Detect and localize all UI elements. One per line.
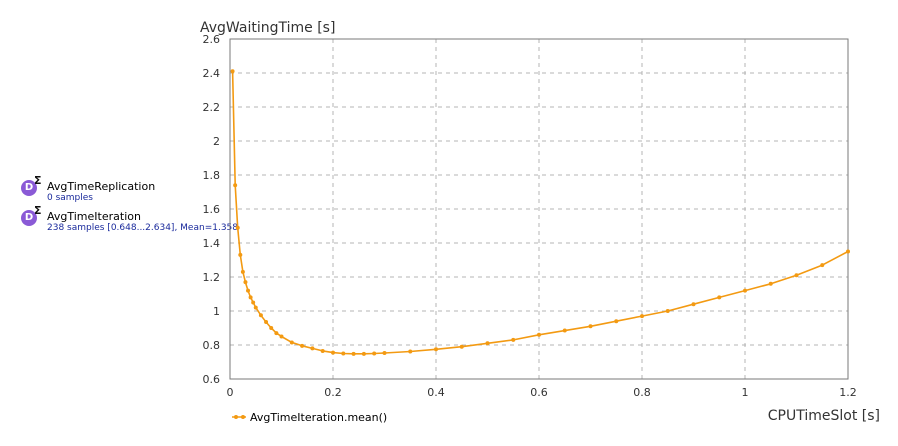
data-point bbox=[768, 281, 773, 286]
data-point bbox=[588, 324, 593, 329]
data-point bbox=[665, 309, 670, 313]
data-point bbox=[248, 295, 253, 300]
legend-marker bbox=[234, 415, 238, 419]
dataset-name: AvgTimeReplication bbox=[47, 180, 156, 193]
data-point bbox=[820, 263, 825, 268]
data-point bbox=[264, 320, 269, 325]
data-point bbox=[279, 334, 284, 339]
data-point bbox=[846, 249, 850, 254]
y-tick-label: 1.8 bbox=[203, 169, 221, 182]
y-tick-label: 0.6 bbox=[203, 373, 221, 386]
data-point bbox=[300, 343, 305, 348]
data-point bbox=[351, 351, 356, 356]
data-point bbox=[372, 351, 377, 356]
data-point bbox=[320, 348, 325, 353]
x-tick-label: 1 bbox=[742, 386, 749, 399]
y-tick-label: 0.8 bbox=[203, 339, 221, 352]
data-point bbox=[794, 273, 799, 278]
data-point bbox=[253, 305, 258, 310]
x-axis-title: CPUTimeSlot [s] bbox=[768, 408, 880, 424]
legend-marker bbox=[241, 415, 245, 419]
data-point bbox=[382, 350, 387, 355]
dataset-info: 238 samples [0.648...2.634], Mean=1.358 bbox=[47, 223, 238, 233]
legend[interactable]: AvgTimeIteration.mean() bbox=[232, 411, 387, 424]
data-point bbox=[251, 300, 256, 305]
data-point bbox=[691, 302, 696, 307]
data-point bbox=[233, 183, 238, 188]
data-point bbox=[408, 349, 413, 354]
y-tick-label: 1.4 bbox=[203, 237, 221, 250]
data-point bbox=[434, 347, 438, 352]
grid bbox=[230, 39, 848, 379]
y-tick-label: 1.2 bbox=[203, 271, 221, 284]
series-line bbox=[231, 71, 849, 355]
data-point bbox=[640, 314, 644, 319]
x-tick-label: 0.4 bbox=[427, 386, 445, 399]
data-point bbox=[258, 313, 263, 318]
data-point bbox=[614, 319, 619, 324]
x-axis-ticks: 0 0.2 0.4 0.6 0.8 1 1.2 bbox=[227, 386, 857, 399]
y-tick-label: 2 bbox=[213, 135, 220, 148]
y-tick-label: 1.6 bbox=[203, 203, 221, 216]
x-tick-label: 1.2 bbox=[839, 386, 857, 399]
y-axis-title: AvgWaitingTime [s] bbox=[200, 20, 335, 36]
data-point bbox=[289, 340, 294, 345]
y-tick-label: 2.2 bbox=[203, 101, 221, 114]
series-group bbox=[230, 69, 850, 356]
data-point bbox=[240, 269, 245, 274]
dataset-icon: D bbox=[21, 210, 37, 226]
legend-label: AvgTimeIteration.mean() bbox=[250, 411, 387, 424]
data-point bbox=[331, 350, 335, 355]
dataset-info: 0 samples bbox=[47, 193, 93, 203]
data-point bbox=[243, 280, 248, 285]
data-point bbox=[269, 326, 274, 330]
y-tick-label: 2.4 bbox=[203, 67, 221, 80]
data-point bbox=[274, 331, 279, 336]
data-point bbox=[246, 288, 251, 293]
statistics-sigma-icon: Σ bbox=[34, 204, 42, 217]
data-point bbox=[562, 328, 567, 333]
x-tick-label: 0.2 bbox=[324, 386, 342, 399]
x-tick-label: 0.6 bbox=[530, 386, 548, 399]
x-tick-label: 0 bbox=[227, 386, 234, 399]
y-tick-label: 1 bbox=[213, 305, 220, 318]
x-tick-label: 0.8 bbox=[633, 386, 651, 399]
plot-area bbox=[229, 38, 849, 380]
data-point bbox=[717, 295, 722, 300]
y-tick-label: 2.6 bbox=[203, 33, 221, 46]
dataset-name: AvgTimeIteration bbox=[47, 210, 141, 223]
data-point bbox=[235, 225, 240, 230]
data-point bbox=[485, 341, 490, 346]
dataset-icon: D bbox=[21, 180, 37, 196]
data-point bbox=[238, 252, 243, 257]
data-point bbox=[537, 332, 541, 337]
data-point bbox=[230, 69, 235, 74]
data-point bbox=[361, 351, 366, 356]
data-point bbox=[743, 288, 747, 293]
data-point bbox=[511, 337, 516, 342]
data-point bbox=[341, 351, 346, 356]
data-point bbox=[459, 344, 464, 349]
statistics-sigma-icon: Σ bbox=[34, 174, 42, 187]
y-axis-ticks: 0.6 0.8 1 1.2 1.4 1.6 1.8 2 2.2 2.4 2.6 bbox=[203, 33, 221, 386]
data-point bbox=[310, 346, 315, 351]
